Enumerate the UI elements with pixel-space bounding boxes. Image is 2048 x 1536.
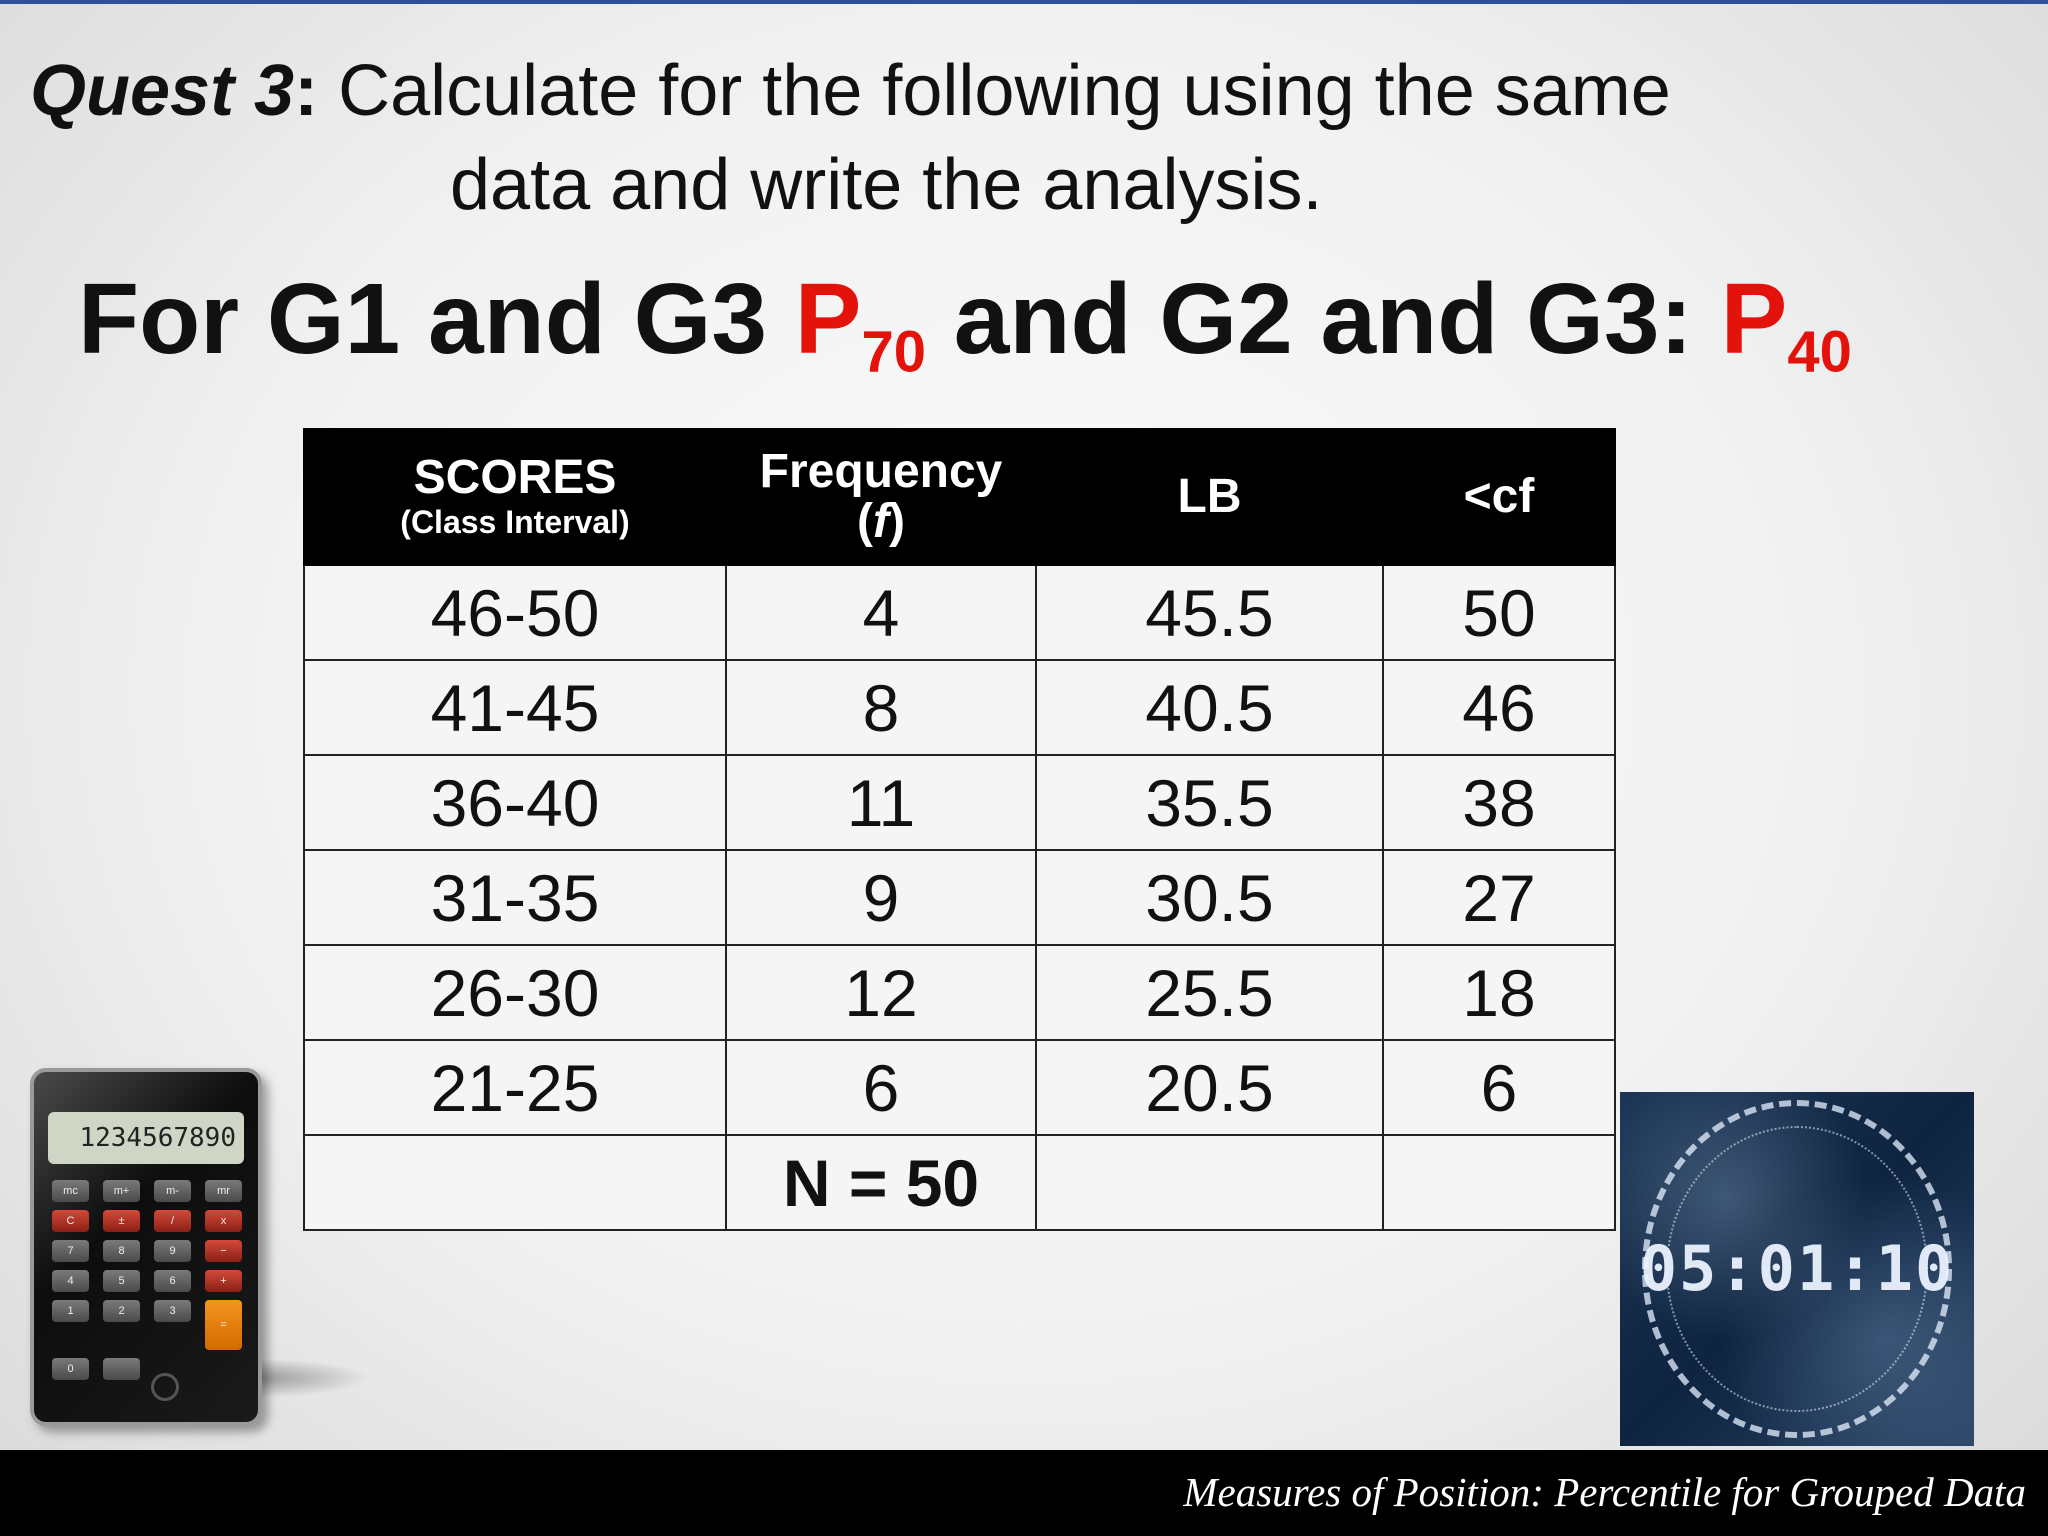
calc-key: ± <box>103 1210 140 1232</box>
calc-key: m+ <box>103 1180 140 1202</box>
cell-frequency: 9 <box>725 849 1037 946</box>
table-row: 21-25 6 20.5 6 <box>303 1039 1616 1136</box>
calc-key: m- <box>154 1180 191 1202</box>
header-cf-label: <cf <box>1463 470 1535 523</box>
table-total-row: N = 50 <box>303 1134 1616 1231</box>
footer-title: Measures of Position: Percentile for Gro… <box>1183 1469 2026 1515</box>
paren-open: ( <box>857 495 873 548</box>
calc-key: C <box>52 1210 89 1232</box>
quest-text-1: Calculate for the following using the sa… <box>318 51 1671 131</box>
header-scores: SCORES (Class Interval) <box>303 428 727 566</box>
cell-frequency: 12 <box>725 944 1037 1041</box>
calc-key: x <box>205 1210 242 1232</box>
countdown-timer-image: 05:01:10 <box>1620 1092 1974 1446</box>
calc-key: 8 <box>103 1240 140 1262</box>
p40-subscript: 40 <box>1787 319 1852 385</box>
timer-ring-icon <box>1642 1100 1952 1438</box>
cell-frequency: 6 <box>725 1039 1037 1136</box>
footer-bar: Measures of Position: Percentile for Gro… <box>0 1450 2048 1536</box>
table-row: 46-50 4 45.5 50 <box>303 564 1616 661</box>
percentile-heading: For G1 and G3 P70 and G2 and G3: P40 <box>78 262 1852 386</box>
quest-line-2: data and write the analysis. <box>450 145 1323 225</box>
cell-cf: 38 <box>1382 754 1616 851</box>
calc-key: 7 <box>52 1240 89 1262</box>
calculator-home-button-icon <box>151 1373 179 1401</box>
table-row: 36-40 11 35.5 38 <box>303 754 1616 851</box>
p70-label: P70 <box>794 263 926 385</box>
cell-scores: 41-45 <box>303 659 727 756</box>
table-row: 31-35 9 30.5 27 <box>303 849 1616 946</box>
calc-key: − <box>205 1240 242 1262</box>
quest-label: Quest 3 <box>30 51 295 131</box>
quest-instruction: Quest 3: Calculate for the following usi… <box>30 44 1990 232</box>
header-cf: <cf <box>1382 428 1616 566</box>
header-lb-label: LB <box>1177 470 1242 523</box>
cell-lb: 20.5 <box>1035 1039 1384 1136</box>
header-frequency: Frequency (f) <box>725 428 1037 566</box>
header-scores-label: SCORES <box>413 451 617 504</box>
cell-scores: 46-50 <box>303 564 727 661</box>
cell-lb: 25.5 <box>1035 944 1384 1041</box>
cell-empty <box>1382 1134 1616 1231</box>
cell-lb: 40.5 <box>1035 659 1384 756</box>
calculator-image: 1234567890 mc m+ m- mr C ± / x 7 8 9 − 4… <box>30 1068 262 1426</box>
cell-cf: 27 <box>1382 849 1616 946</box>
calc-key: 4 <box>52 1270 89 1292</box>
heading-part-2: and G2 and G3: <box>926 263 1721 375</box>
calculator-keypad: mc m+ m- mr C ± / x 7 8 9 − 4 5 6 + 1 2 … <box>52 1180 242 1380</box>
cell-frequency: 8 <box>725 659 1037 756</box>
calc-key: 5 <box>103 1270 140 1292</box>
timer-display: 05:01:10 <box>1639 1232 1955 1305</box>
cell-frequency: 11 <box>725 754 1037 851</box>
quest-line-1: Quest 3: Calculate for the following usi… <box>30 44 1990 138</box>
cell-scores: 36-40 <box>303 754 727 851</box>
p70-subscript: 70 <box>861 319 927 385</box>
cell-lb: 35.5 <box>1035 754 1384 851</box>
calc-key: 2 <box>103 1300 140 1322</box>
calc-key: 9 <box>154 1240 191 1262</box>
header-scores-sub: (Class Interval) <box>400 504 630 540</box>
quest-colon: : <box>294 51 319 131</box>
cell-scores: 31-35 <box>303 849 727 946</box>
calc-key-equals: = <box>205 1300 242 1350</box>
cell-frequency: 4 <box>725 564 1037 661</box>
cell-empty <box>1035 1134 1384 1231</box>
calc-key: mc <box>52 1180 89 1202</box>
cell-lb: 45.5 <box>1035 564 1384 661</box>
header-frequency-label: Frequency <box>759 445 1003 498</box>
header-frequency-sub: (f) <box>727 497 1035 547</box>
calc-key: 1 <box>52 1300 89 1322</box>
f-symbol: f <box>873 495 889 548</box>
calc-key: 3 <box>154 1300 191 1322</box>
p40-label: P40 <box>1720 263 1852 385</box>
cell-cf: 46 <box>1382 659 1616 756</box>
calculator-display: 1234567890 <box>48 1112 244 1164</box>
cell-cf: 6 <box>1382 1039 1616 1136</box>
calc-key: 6 <box>154 1270 191 1292</box>
header-lb: LB <box>1035 428 1384 566</box>
calc-key: mr <box>205 1180 242 1202</box>
calc-key: / <box>154 1210 191 1232</box>
p40-letter: P <box>1720 263 1788 375</box>
table-header-row: SCORES (Class Interval) Frequency (f) LB… <box>303 428 1616 566</box>
calc-key <box>103 1358 140 1380</box>
top-rule <box>0 0 2048 4</box>
paren-close: ) <box>888 495 905 548</box>
heading-part-1: For G1 and G3 <box>78 263 795 375</box>
cell-lb: 30.5 <box>1035 849 1384 946</box>
table-row: 26-30 12 25.5 18 <box>303 944 1616 1041</box>
total-n: N = 50 <box>725 1134 1037 1231</box>
table-row: 41-45 8 40.5 46 <box>303 659 1616 756</box>
cell-empty <box>303 1134 727 1231</box>
cell-scores: 26-30 <box>303 944 727 1041</box>
calc-key: + <box>205 1270 242 1292</box>
calc-key: 0 <box>52 1358 89 1380</box>
timer-inner-ring-icon <box>1666 1126 1928 1412</box>
cell-cf: 18 <box>1382 944 1616 1041</box>
cell-scores: 21-25 <box>303 1039 727 1136</box>
p70-letter: P <box>794 263 862 375</box>
cell-cf: 50 <box>1382 564 1616 661</box>
frequency-table: SCORES (Class Interval) Frequency (f) LB… <box>303 428 1616 1231</box>
